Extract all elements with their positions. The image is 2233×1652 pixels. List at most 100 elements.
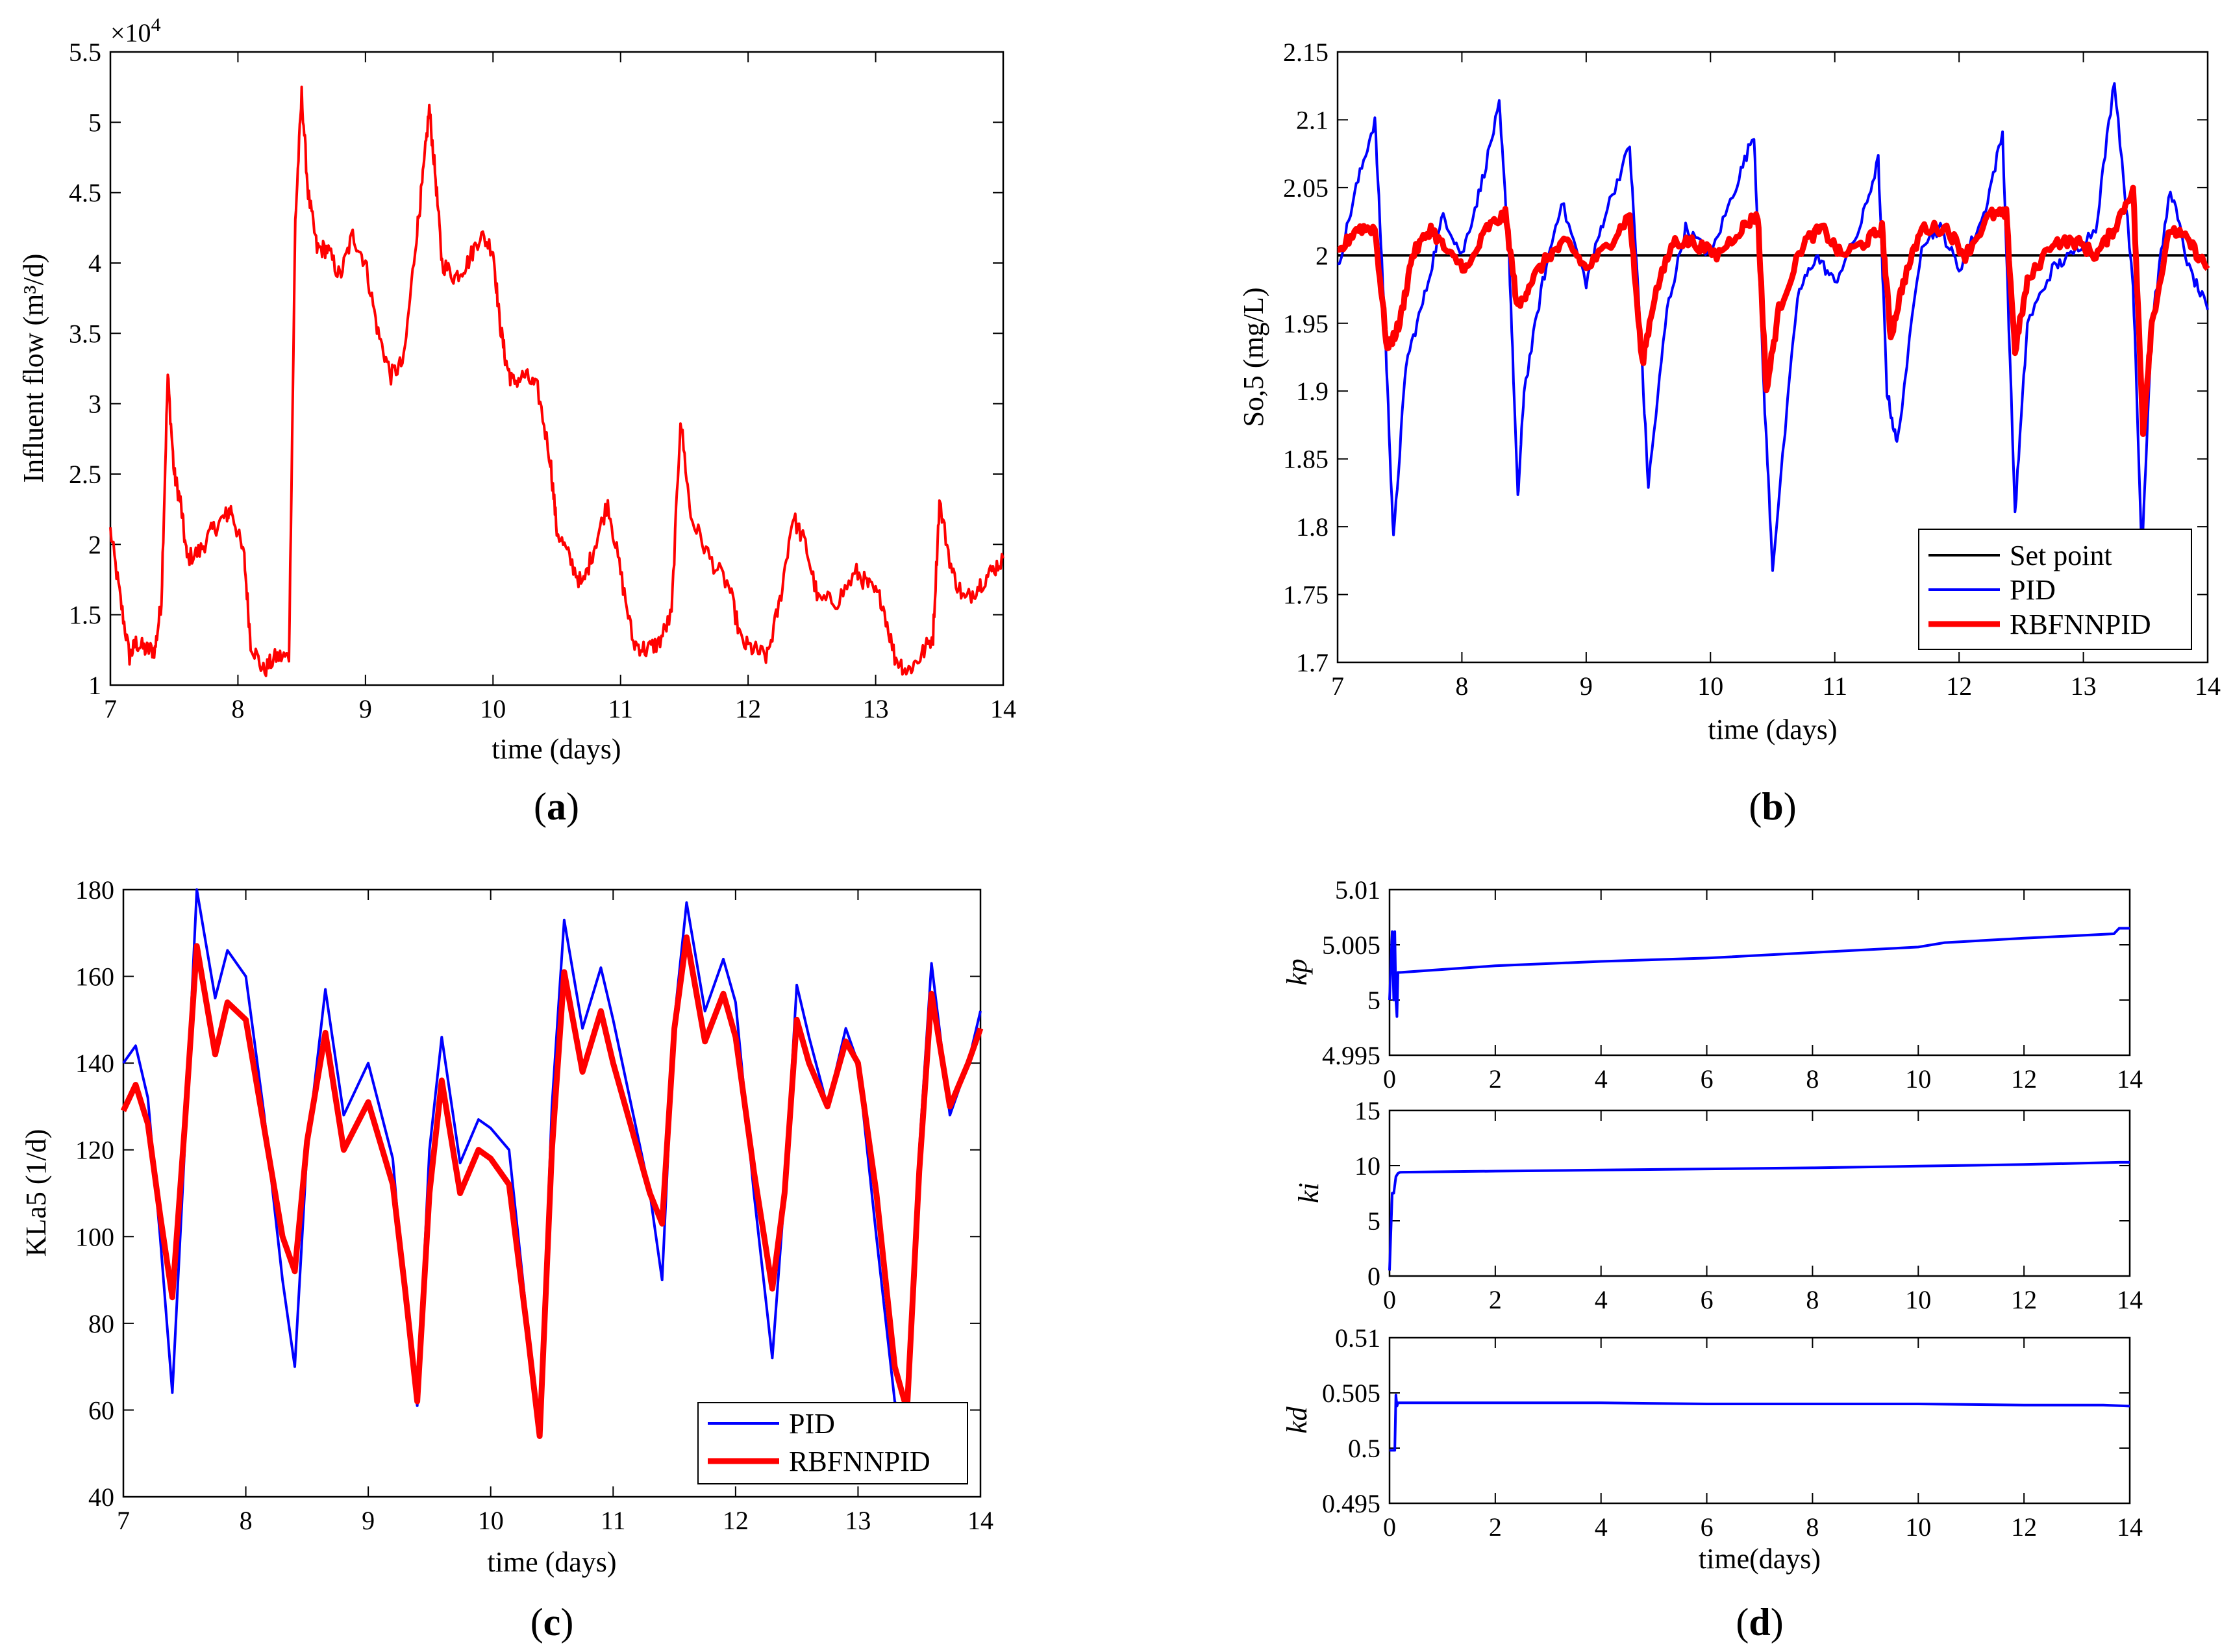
y-tick-label: 2.1: [1296, 105, 1329, 134]
series-layer: [1388, 1160, 2130, 1271]
series-layer: [120, 888, 984, 1439]
x-tick-label: 10: [1905, 1285, 1931, 1314]
x-tick-label: 10: [1905, 1064, 1931, 1094]
legend-label-rbfnnpid: RBFNNPID: [789, 1446, 930, 1477]
x-tick-label: 6: [1701, 1064, 1714, 1094]
y-tick-label: 1.95: [1283, 309, 1329, 338]
y-tick-label: 100: [75, 1222, 114, 1251]
y-tick-label: 10: [1354, 1151, 1380, 1181]
series-line-ki: [1388, 1160, 2130, 1271]
x-tick-label: 10: [480, 694, 506, 723]
x-tick-label: 14: [967, 1506, 993, 1535]
panel-caption: (a): [534, 785, 579, 828]
plot-frame: [109, 51, 1004, 686]
subplot-kp: 0 2 4 6 8 10 12 14 4.995 5 5.005 5.01 kp: [1281, 875, 2143, 1094]
x-tick-label: 7: [1331, 671, 1344, 701]
y-axis-label: KLa5 (1/d): [20, 1129, 52, 1257]
y-tick-label: 140: [75, 1049, 114, 1078]
y-tick-label: 4: [88, 249, 101, 278]
plot-frame: [1388, 1109, 2131, 1277]
x-tick-label: 11: [608, 694, 633, 723]
y-tick-label: 1.85: [1283, 445, 1329, 474]
y-tick-label: 1.5: [69, 601, 101, 630]
x-tick-label: 12: [1946, 671, 1972, 701]
x-tick-label: 8: [1806, 1285, 1819, 1314]
y-axis-label-kp: kp: [1281, 958, 1313, 986]
x-tick-label: 0: [1383, 1512, 1396, 1542]
y-tick-label: 0.495: [1322, 1489, 1380, 1518]
x-tick-label: 7: [117, 1506, 130, 1535]
y-tick-label: 3.5: [69, 319, 101, 348]
series-line-rbfnnpid: [1336, 184, 2210, 437]
x-axis-label: time (days): [487, 1546, 616, 1578]
x-tick-label: 12: [735, 694, 761, 723]
x-axis-label: time (days): [492, 733, 621, 765]
axis-ticks: 7 8 9 10 11 12 13 14 1.7 1.75 1.8 1.85 1.9 1.95 2 2.05 2…: [1283, 38, 2221, 701]
y-axis-label: Influent flow (m³/d): [18, 254, 49, 483]
y-tick-label: 0.505: [1322, 1379, 1380, 1408]
y-tick-label: 1: [88, 671, 101, 700]
y-tick-label: 80: [88, 1309, 114, 1338]
x-tick-label: 0: [1383, 1064, 1396, 1094]
x-tick-label: 6: [1701, 1512, 1714, 1542]
axis-ticks: 0 2 4 6 8 10 12 14 0 5 10 15: [1354, 1096, 2143, 1314]
y-tick-label: 180: [75, 875, 114, 905]
x-tick-label: 12: [2011, 1512, 2037, 1542]
y-tick-label: 160: [75, 962, 114, 992]
legend-label-set-point: Set point: [2010, 540, 2112, 571]
y-tick-label: 5: [1367, 986, 1380, 1015]
y-tick-label: 2: [1316, 241, 1329, 270]
subplot-ki: 0 2 4 6 8 10 12 14 0 5 10 15 ki: [1293, 1096, 2143, 1314]
x-tick-label: 4: [1595, 1285, 1608, 1314]
x-tick-label: 14: [2117, 1512, 2143, 1542]
y-tick-label: 1.9: [1296, 377, 1329, 406]
y-tick-label: 0.51: [1335, 1323, 1380, 1353]
x-tick-label: 10: [478, 1506, 504, 1535]
x-tick-label: 12: [2011, 1064, 2037, 1094]
y-tick-label: 3: [88, 390, 101, 419]
x-tick-label: 14: [2195, 671, 2221, 701]
x-tick-label: 2: [1489, 1285, 1502, 1314]
x-tick-label: 9: [362, 1506, 375, 1535]
legend-label-pid: PID: [789, 1408, 835, 1440]
x-tick-label: 12: [2011, 1285, 2037, 1314]
y-tick-label: 60: [88, 1395, 114, 1425]
x-tick-label: 0: [1383, 1285, 1396, 1314]
axis-ticks: 7 8 9 10 11 12 13 14 40 60 80 100 120 140 160 180: [75, 875, 993, 1535]
series-layer: [109, 85, 1004, 677]
legend: Set point PID RBFNNPID: [1918, 529, 2192, 650]
x-tick-label: 13: [845, 1506, 871, 1535]
y-tick-label: 1.75: [1283, 581, 1329, 610]
x-tick-label: 14: [990, 694, 1016, 723]
y-tick-label: 5: [88, 108, 101, 137]
x-tick-label: 8: [1455, 671, 1468, 701]
legend-label-rbfnnpid: RBFNNPID: [2010, 608, 2151, 640]
y-tick-label: 2.05: [1283, 173, 1329, 203]
x-tick-label: 14: [2117, 1285, 2143, 1314]
axis-ticks: 7 8 9 10 11 12 13 14 1 1.5 2 2.5 3 3.5 4 4.5 5 5.5: [69, 38, 1016, 723]
series-line-influent-flow: [109, 85, 1004, 677]
x-tick-label: 14: [2117, 1064, 2143, 1094]
legend: PID RBFNNPID: [697, 1402, 968, 1484]
x-tick-label: 11: [601, 1506, 626, 1535]
legend-label-pid: PID: [2010, 574, 2056, 606]
x-tick-label: 8: [1806, 1064, 1819, 1094]
x-tick-label: 8: [1806, 1512, 1819, 1542]
subplot-kd: 0 2 4 6 8 10 12 14 0.495 0.5 0.505 0.51 kd: [1281, 1323, 2143, 1542]
x-tick-label: 7: [104, 694, 117, 723]
y-tick-label: 1.7: [1296, 648, 1329, 677]
y-tick-label: 5: [1367, 1207, 1380, 1236]
x-tick-label: 4: [1595, 1512, 1608, 1542]
x-tick-label: 8: [240, 1506, 253, 1535]
x-axis-label: time(days): [1699, 1543, 1821, 1575]
y-tick-label: 5.01: [1335, 875, 1380, 905]
y-tick-label: 5.005: [1322, 931, 1380, 960]
series-layer: [1336, 82, 2210, 572]
series-layer: [1388, 927, 2130, 1018]
x-tick-label: 2: [1489, 1064, 1502, 1094]
series-layer: [1390, 1394, 2130, 1452]
y-tick-label: 4.995: [1322, 1041, 1380, 1070]
y-tick-label: 4.5: [69, 179, 101, 208]
y-tick-label: 2.15: [1283, 38, 1329, 67]
